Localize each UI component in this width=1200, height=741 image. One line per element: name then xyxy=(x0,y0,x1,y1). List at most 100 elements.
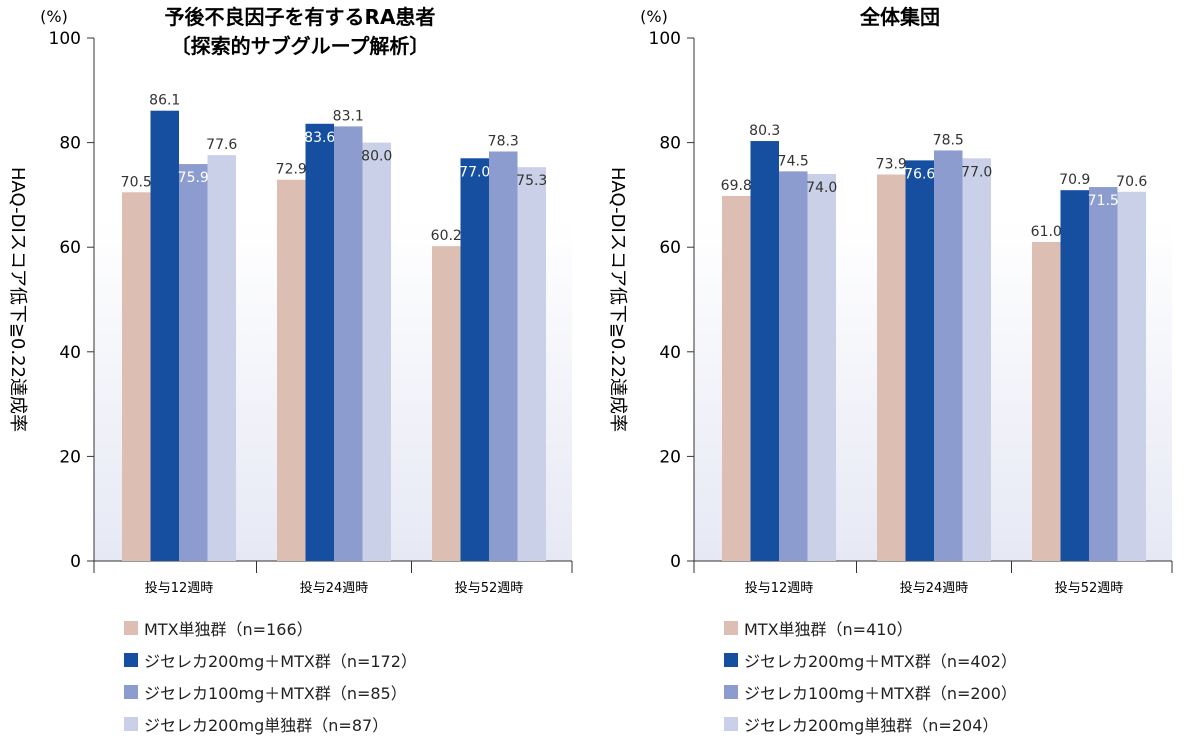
bar-value-label: 80.3 xyxy=(749,123,780,139)
bar xyxy=(460,158,489,562)
y-tick-label: 100 xyxy=(649,29,681,49)
y-axis-title: HAQ-DIスコア低下≧0.22達成率 xyxy=(607,167,628,432)
y-tick-label: 0 xyxy=(70,552,81,572)
legend-label: ジセレカ200mg単独群（n=204） xyxy=(744,716,999,735)
y-tick-label: 60 xyxy=(59,238,81,258)
y-axis-title: HAQ-DIスコア低下≧0.22達成率 xyxy=(7,167,28,432)
bar-value-label: 77.0 xyxy=(459,164,490,180)
bar xyxy=(362,142,391,561)
bar-value-label: 75.3 xyxy=(516,173,547,189)
bar xyxy=(305,123,334,561)
bar xyxy=(779,171,808,562)
y-unit-label: (%) xyxy=(640,7,668,26)
bar xyxy=(1117,191,1146,561)
bar-value-label: 70.6 xyxy=(1116,174,1147,190)
bar-value-label: 60.2 xyxy=(431,228,462,244)
bar-value-label: 77.6 xyxy=(206,137,237,153)
bar xyxy=(489,151,518,561)
x-category-label: 投与24週時 xyxy=(900,580,969,596)
bar xyxy=(150,110,179,562)
legend-swatch xyxy=(124,717,138,731)
legend-swatch xyxy=(124,653,138,667)
y-tick-label: 20 xyxy=(659,447,681,467)
bar-value-label: 74.5 xyxy=(778,153,809,169)
bar-value-label: 75.9 xyxy=(178,170,209,186)
chart-title: 予後不良因子を有するRA患者 xyxy=(165,5,436,29)
legend-swatch xyxy=(724,685,738,699)
y-tick-label: 100 xyxy=(49,29,81,49)
bar xyxy=(122,192,151,561)
legend-item: ジセレカ200mg＋MTX群（n=402） xyxy=(724,644,1017,676)
bar xyxy=(1060,190,1089,561)
bar xyxy=(807,173,836,562)
bar-value-label: 73.9 xyxy=(876,157,907,173)
y-tick-label: 80 xyxy=(659,134,681,154)
bar-value-label: 80.0 xyxy=(361,149,392,165)
legend-label: MTX単独群（n=166） xyxy=(144,620,313,639)
bar xyxy=(722,195,751,562)
x-category-label: 投与24週時 xyxy=(300,580,369,596)
legend-label: MTX単独群（n=410） xyxy=(744,620,913,639)
chart-right: 全体集団 (%) HAQ-DIスコア低下≧0.22達成率 0 20 40 60 80 100 投与… xyxy=(607,5,1173,596)
bar xyxy=(905,160,934,561)
bar-value-label: 78.5 xyxy=(933,132,964,148)
legend-label: ジセレカ200mg単独群（n=87） xyxy=(144,716,389,735)
legend-item: ジセレカ200mg単独群（n=204） xyxy=(724,708,1017,740)
x-category-label: 投与12週時 xyxy=(145,580,214,596)
bar-value-label: 74.0 xyxy=(806,180,837,196)
legend-label: ジセレカ200mg＋MTX群（n=402） xyxy=(744,652,1017,671)
bar xyxy=(207,155,236,562)
bar xyxy=(1089,187,1118,561)
bar xyxy=(962,158,991,562)
legend-item: ジセレカ200mg単独群（n=87） xyxy=(124,708,417,740)
legend-item: ジセレカ100mg＋MTX群（n=200） xyxy=(724,676,1017,708)
legend-right: MTX単独群（n=410） ジセレカ200mg＋MTX群（n=402） ジセレカ… xyxy=(724,612,1017,740)
legend-item: MTX単独群（n=166） xyxy=(124,612,417,644)
y-tick-label: 0 xyxy=(670,552,681,572)
bar xyxy=(179,164,208,561)
y-tick-label: 80 xyxy=(59,134,81,154)
chart-panel-right: 全体集団 (%) HAQ-DIスコア低下≧0.22達成率 0 20 40 60 80 100 投与… xyxy=(600,0,1200,741)
bar-value-label: 71.5 xyxy=(1088,193,1119,209)
y-tick-label: 20 xyxy=(59,447,81,467)
bar xyxy=(334,126,363,562)
bar xyxy=(517,167,546,561)
bar-value-label: 72.9 xyxy=(276,162,307,178)
legend-item: ジセレカ200mg＋MTX群（n=172） xyxy=(124,644,417,676)
chart-title: 全体集団 xyxy=(859,5,940,29)
legend-label: ジセレカ200mg＋MTX群（n=172） xyxy=(144,652,417,671)
legend-swatch xyxy=(124,685,138,699)
bar xyxy=(877,174,906,562)
bar-value-label: 61.0 xyxy=(1031,224,1062,240)
bar-value-label: 77.0 xyxy=(961,164,992,180)
x-category-label: 投与52週時 xyxy=(455,580,524,596)
x-category-label: 投与52週時 xyxy=(1055,580,1124,596)
bar-value-label: 83.1 xyxy=(333,108,364,124)
y-tick-label: 40 xyxy=(659,343,681,363)
legend-item: MTX単独群（n=410） xyxy=(724,612,1017,644)
chart-subtitle: 〔探索的サブグループ解析〕 xyxy=(171,34,430,58)
x-category-label: 投与12週時 xyxy=(745,580,814,596)
bar-value-label: 86.1 xyxy=(149,93,180,109)
chart-panel-left: 予後不良因子を有するRA患者 〔探索的サブグループ解析〕 (%) HAQ-DIスコア低… xyxy=(7,5,573,740)
legend-label: ジセレカ100mg＋MTX群（n=85） xyxy=(144,684,407,703)
legend-swatch xyxy=(724,621,738,635)
legend-swatch xyxy=(724,653,738,667)
legend-swatch xyxy=(124,621,138,635)
bar xyxy=(934,150,963,561)
bar xyxy=(432,246,461,562)
bar-value-label: 83.6 xyxy=(304,130,335,146)
bar-value-label: 78.3 xyxy=(488,133,519,149)
y-tick-label: 60 xyxy=(659,238,681,258)
bar xyxy=(750,141,779,561)
y-tick-label: 40 xyxy=(59,343,81,363)
chart-left: 予後不良因子を有するRA患者〔探索的サブグループ解析〕 (%) HAQ-DIスコア低… xyxy=(7,5,573,596)
legend-swatch xyxy=(724,717,738,731)
y-unit-label: (%) xyxy=(40,7,68,26)
bar xyxy=(1032,241,1061,561)
bar-value-label: 69.8 xyxy=(721,178,752,194)
bar xyxy=(277,179,306,561)
legend-label: ジセレカ100mg＋MTX群（n=200） xyxy=(744,684,1017,703)
legend-item: ジセレカ100mg＋MTX群（n=85） xyxy=(124,676,417,708)
bar-value-label: 70.5 xyxy=(121,174,152,190)
